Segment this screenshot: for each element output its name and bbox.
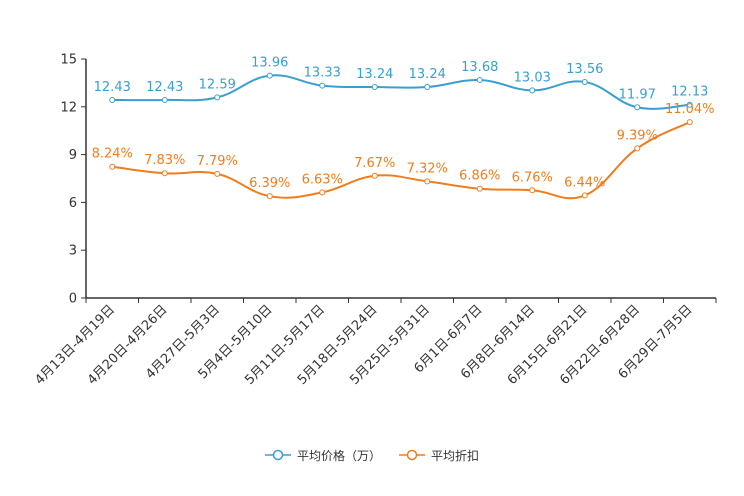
data-point[interactable]: [581, 192, 588, 199]
data-point[interactable]: [161, 170, 168, 177]
data-point[interactable]: [529, 187, 536, 194]
data-label: 12.43: [94, 80, 131, 95]
series-layer: 12.43 12.43 12.59 13.96 13.33 13.24 13.24 13.68…: [92, 56, 715, 200]
data-label: 7.32%: [407, 161, 448, 176]
series-line: [112, 121, 691, 200]
data-point[interactable]: [266, 193, 273, 200]
legend-line-circle-icon: [264, 449, 291, 461]
data-label: 13.56: [566, 62, 603, 77]
data-point[interactable]: [371, 172, 378, 179]
data-label: 9.39%: [617, 128, 658, 143]
line-chart: 0 3 6 9 12 15 4月13日-4月19日4月20日-4月26日4月27日-5月3…: [32, 53, 717, 388]
data-label: 13.96: [251, 56, 288, 71]
data-label: 13.24: [356, 67, 393, 82]
y-axis: 0 3 6 9 12 15: [60, 53, 87, 307]
series-avg-price: 12.43 12.43 12.59 13.96 13.33 13.24 13.24 13.68…: [94, 56, 708, 111]
data-point[interactable]: [319, 189, 326, 196]
data-label: 13.24: [409, 67, 446, 82]
data-label: 6.76%: [512, 170, 553, 185]
data-point[interactable]: [581, 78, 588, 85]
legend-label-avg-discount: 平均折扣: [431, 448, 480, 463]
y-tick-label: 9: [69, 148, 77, 163]
data-point[interactable]: [161, 96, 168, 103]
series-line: [112, 74, 690, 110]
data-point[interactable]: [686, 119, 693, 126]
data-label: 7.79%: [197, 154, 238, 169]
data-point[interactable]: [476, 77, 483, 84]
data-point[interactable]: [686, 101, 693, 108]
data-label: 12.59: [199, 77, 236, 92]
series-avg-discount: 8.24% 7.83% 7.79% 6.39% 6.63% 7.67% 7.32% 6.86%…: [92, 102, 715, 200]
x-axis: 4月13日-4月19日4月20日-4月26日4月27日-5月3日5月4日-5月1…: [32, 297, 717, 388]
data-label: 8.24%: [92, 147, 133, 162]
data-label: 6.44%: [564, 175, 605, 190]
data-label: 13.68: [461, 60, 498, 75]
data-label: 12.13: [671, 85, 708, 100]
y-tick-label: 12: [60, 100, 77, 115]
data-label: 11.04%: [665, 102, 715, 117]
data-label: 7.83%: [144, 153, 185, 168]
y-tick-label: 3: [69, 244, 77, 259]
data-point[interactable]: [424, 178, 431, 185]
data-label: 6.86%: [459, 169, 500, 184]
y-tick-label: 0: [69, 292, 77, 307]
data-label: 6.63%: [302, 172, 343, 187]
legend-item-avg-price[interactable]: 平均价格（万）: [264, 447, 381, 464]
data-point[interactable]: [214, 94, 221, 101]
data-point[interactable]: [371, 84, 378, 91]
y-tick-label: 6: [69, 196, 77, 211]
data-label: 11.97: [619, 87, 656, 102]
legend-label-avg-price: 平均价格（万）: [296, 448, 381, 463]
data-point[interactable]: [634, 145, 641, 152]
data-label: 7.67%: [354, 156, 395, 171]
data-point[interactable]: [319, 82, 326, 89]
data-point[interactable]: [476, 185, 483, 192]
data-point[interactable]: [529, 87, 536, 94]
data-point[interactable]: [424, 84, 431, 91]
y-tick-label: 15: [60, 53, 77, 68]
data-point[interactable]: [109, 96, 116, 103]
data-point[interactable]: [214, 170, 221, 177]
data-label: 13.33: [304, 66, 341, 81]
legend-line-circle-icon: [399, 449, 425, 461]
data-point[interactable]: [634, 104, 641, 111]
data-label: 12.43: [146, 80, 183, 95]
legend: 平均价格（万） 平均折扣: [0, 444, 744, 466]
data-label: 6.39%: [249, 176, 290, 191]
data-point[interactable]: [109, 163, 116, 170]
legend-item-avg-discount[interactable]: 平均折扣: [399, 447, 479, 464]
data-point[interactable]: [266, 72, 273, 79]
data-label: 13.03: [514, 70, 551, 85]
